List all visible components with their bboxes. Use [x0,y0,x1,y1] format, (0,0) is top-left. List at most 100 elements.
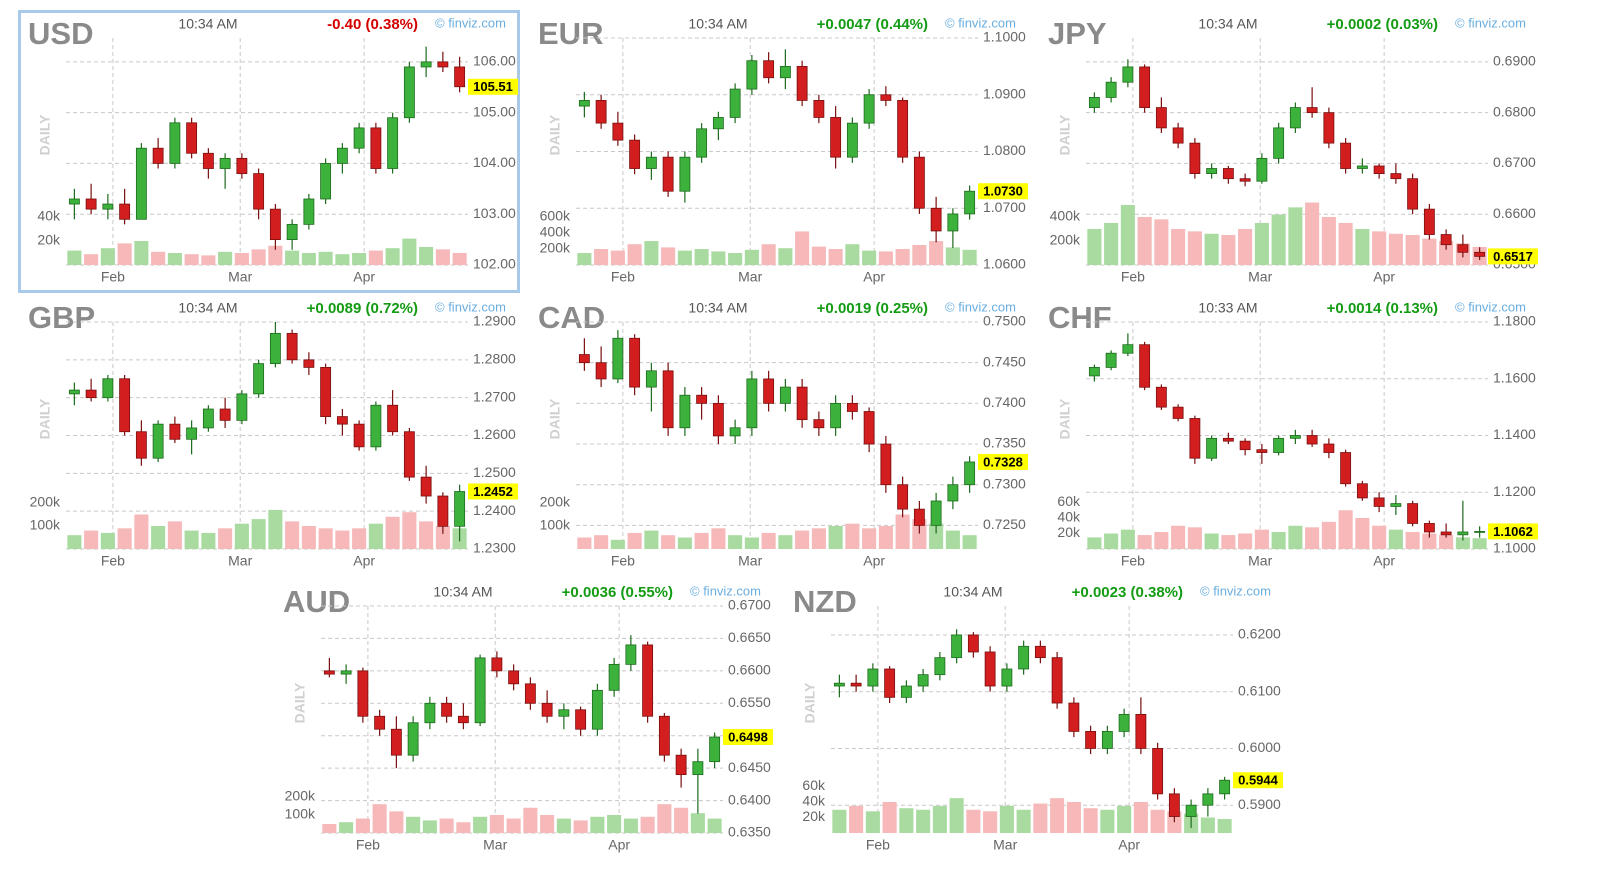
candle-body [119,203,131,220]
period-label: DAILY [547,114,563,155]
y-tick-label: 1.0900 [983,85,1026,101]
volume-bar [795,530,810,549]
volume-tick-label: 40k [1057,509,1081,525]
volume-bar [1254,529,1269,549]
chart-panel[interactable]: USD 10:34 AM -0.40 (0.38%) © finviz.com DAIL… [28,15,518,285]
volume-bar [828,249,843,265]
candle-body [578,100,590,107]
candle-body [591,689,603,730]
y-tick-label: 0.6400 [728,791,771,807]
volume-bar [1104,222,1119,265]
candle-body [1474,251,1486,257]
y-tick-label: 0.7400 [983,394,1026,410]
time: 10:34 AM [688,300,747,316]
candle-body [1088,367,1100,377]
volume-bar [167,521,182,549]
candle-body [846,122,858,158]
x-tick-label: Feb [356,837,380,853]
candle-body [135,431,147,459]
volume-bar [422,820,437,833]
candle-body [612,122,624,141]
volume-bar [707,818,722,833]
x-tick-label: Feb [101,269,125,285]
candle-body [374,715,386,730]
candle-body [612,337,624,380]
volume-bar [352,252,367,265]
candle-body [830,117,842,158]
volume-bar [67,250,82,265]
y-tick-label: 102.00 [473,256,516,272]
chart-panel[interactable]: EUR 10:34 AM +0.0047 (0.44%) © finviz.com DA… [538,15,1028,285]
volume-bar [452,252,467,265]
candle-body [387,117,399,169]
candle-body [68,198,80,205]
candle-body [625,644,637,665]
y-tick-label: 0.6800 [1493,103,1536,119]
volume-bar [506,818,521,833]
candle-body [1373,497,1385,507]
volume-bar [368,250,383,265]
x-tick-label: Mar [738,269,762,285]
change: -0.40 (0.38%) [327,16,418,33]
volume-bar [627,532,642,549]
candle-body [1407,178,1419,210]
volume-tick-label: 100k [30,517,61,533]
candle-body [846,402,858,412]
candle-body [1152,748,1164,795]
candle-body [1323,112,1335,144]
candle-body [1085,731,1097,749]
candle-body [1273,437,1285,453]
candle-body [595,100,607,124]
volume-bar [234,523,249,549]
chart-panel[interactable]: CAD 10:34 AM +0.0019 (0.25%) © finviz.com DA… [538,299,1028,569]
volume-bar [151,526,166,549]
volume-bar [832,809,847,833]
watermark: © finviz.com [435,299,506,314]
candle-body [951,634,963,659]
last-price-box [468,78,518,95]
last-price-box [978,453,1028,470]
candle-body [202,408,214,429]
candle-body [1222,437,1234,442]
ticker: CHF [1048,300,1112,335]
x-tick-label: Mar [1248,553,1272,569]
candle-body [454,66,466,88]
volume-bar [744,249,759,265]
candle-body [541,702,553,717]
candle-body [696,128,708,158]
chart-panel[interactable]: GBP 10:34 AM +0.0089 (0.72%) © finviz.com DA… [28,299,518,569]
volume-bar [1104,533,1119,549]
candle-body [629,139,641,169]
candle-body [1440,234,1452,246]
chart-panel[interactable]: NZD 10:34 AM +0.0023 (0.38%) © finviz.com DA… [793,583,1283,853]
chart-panel[interactable]: JPY 10:34 AM +0.0002 (0.03%) © finviz.com DA… [1048,15,1538,285]
volume-bar [1200,817,1215,833]
volume-tick-label: 200k [540,494,571,510]
candle-body [1185,804,1197,817]
volume-bar [761,244,776,265]
volume-bar [999,805,1014,833]
volume-bar [1087,228,1102,265]
volume-bar [456,822,471,833]
y-tick-label: 0.7250 [983,516,1026,532]
y-tick-label: 1.1200 [1493,483,1536,499]
x-tick-label: Apr [863,269,885,285]
candle-body [508,670,520,685]
volume-bar [644,530,659,549]
candle-body [420,61,432,68]
chart-panel[interactable]: AUD 10:34 AM +0.0036 (0.55%) © finviz.com DA… [283,583,773,853]
volume-bar [251,249,266,265]
y-tick-label: 1.2300 [473,540,516,556]
candle-body [1068,702,1080,732]
x-tick-label: Mar [228,269,252,285]
volume-bar [778,535,793,549]
volume-bar [1321,521,1336,549]
volume-bar [590,816,605,833]
volume-bar [151,251,166,265]
y-tick-label: 105.00 [473,103,516,119]
chart-panel[interactable]: CHF 10:33 AM +0.0014 (0.13%) © finviz.com DA… [1048,299,1538,569]
volume-bar [594,249,609,265]
candle-body [964,190,976,215]
volume-bar [435,526,450,549]
x-tick-label: Mar [483,837,507,853]
